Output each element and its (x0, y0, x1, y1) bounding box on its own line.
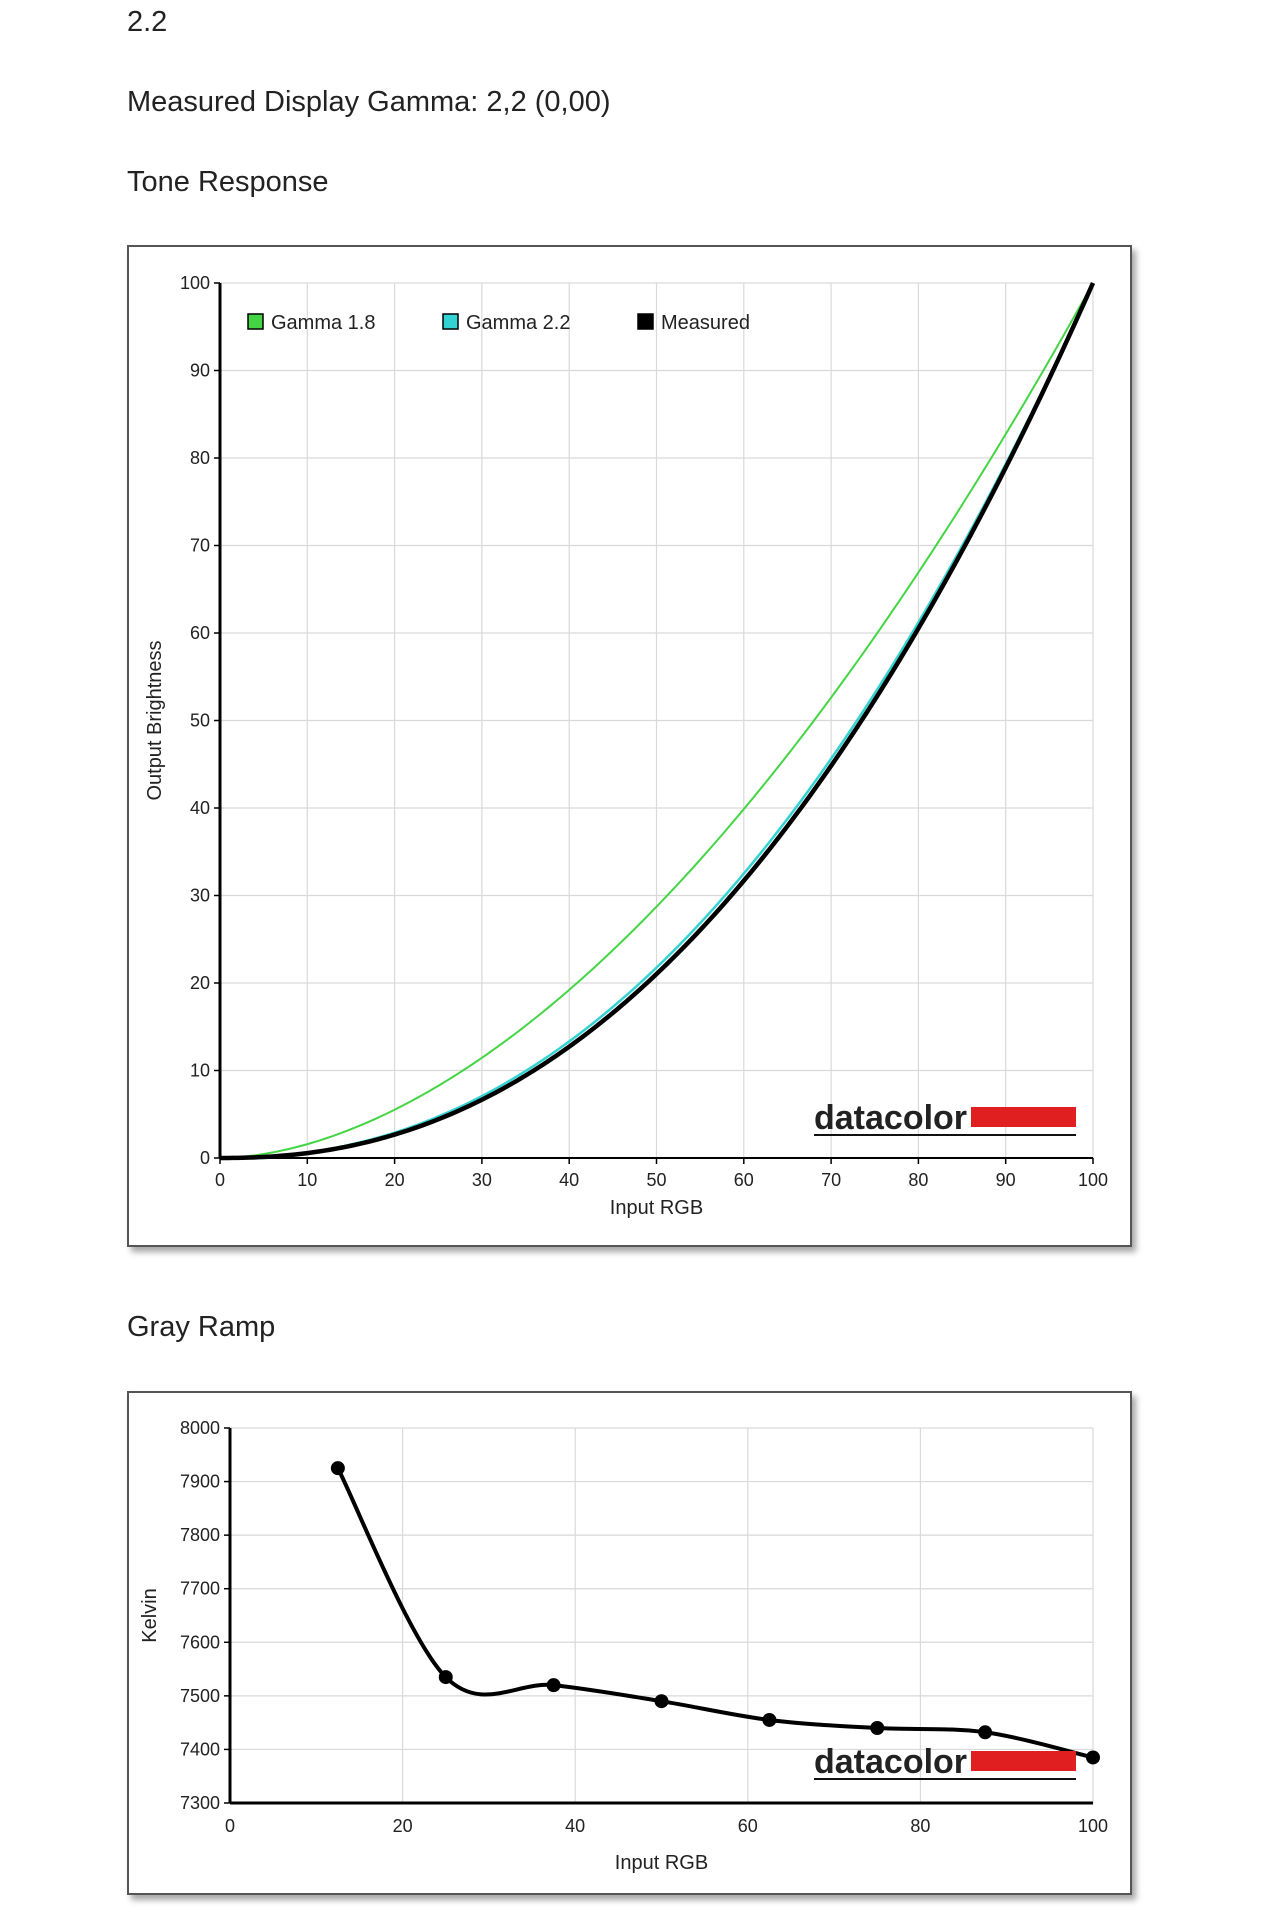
legend-label-gamma-2-2: Gamma 2.2 (466, 312, 570, 334)
gray-ramp-panel: 0 20 40 60 80 100 7300 7400 7500 7600 7700 7800 7900… (127, 1391, 1132, 1895)
tone-response-chart: 0 10 20 30 40 50 60 70 80 90 100 0 10 20 30 40 50 60 70 80 9… (144, 273, 1108, 1219)
tone-response-panel: 0 10 20 30 40 50 60 70 80 90 100 0 10 20 30 40 50 60 70 80 9… (127, 245, 1132, 1247)
x-tick-label: 50 (646, 1170, 666, 1190)
x-axis-label: Input RGB (615, 1852, 708, 1874)
datacolor-logo-bar (971, 1751, 1076, 1771)
y-tick-label: 60 (190, 623, 210, 643)
x-tick-label: 60 (738, 1816, 758, 1836)
kelvin-data-point (654, 1694, 669, 1709)
datacolor-logo-text: datacolor (814, 1099, 967, 1137)
y-tick-label: 70 (190, 536, 210, 556)
y-axis-label: Output Brightness (144, 640, 166, 800)
gamma-value: 2.2 (127, 6, 168, 38)
kelvin-data-point (978, 1725, 993, 1740)
x-axis-label: Input RGB (610, 1197, 703, 1219)
x-tick-label: 0 (215, 1170, 225, 1190)
legend-swatch-measured (637, 313, 654, 330)
y-tick-label: 50 (190, 711, 210, 731)
x-tick-label: 80 (908, 1170, 928, 1190)
y-tick-label: 7600 (180, 1632, 220, 1652)
x-tick-label: 60 (734, 1170, 754, 1190)
y-tick-label: 90 (190, 361, 210, 381)
y-tick-label: 7300 (180, 1793, 220, 1813)
measured-gamma-text: Measured Display Gamma: 2,2 (0,00) (127, 86, 611, 118)
kelvin-data-point (762, 1712, 777, 1727)
y-tick-label: 80 (190, 448, 210, 468)
y-tick-label: 8000 (180, 1418, 220, 1438)
kelvin-data-point (438, 1670, 453, 1685)
y-axis-label: Kelvin (139, 1588, 161, 1642)
legend-swatch-gamma-2-2 (442, 313, 459, 330)
kelvin-series-line (336, 1467, 1094, 1760)
y-tick-label: 0 (200, 1148, 210, 1168)
tone-response-heading: Tone Response (127, 166, 329, 198)
y-tick-label: 100 (180, 273, 210, 293)
x-tick-label: 20 (393, 1816, 413, 1836)
kelvin-data-point (870, 1721, 885, 1735)
x-tick-label: 30 (472, 1170, 492, 1190)
x-tick-label: 100 (1078, 1816, 1108, 1836)
series-line-gamma-1-8 (219, 282, 1094, 1159)
gray-ramp-heading: Gray Ramp (127, 1311, 276, 1343)
x-tick-label: 70 (821, 1170, 841, 1190)
y-tick-label: 7700 (180, 1579, 220, 1599)
legend-label-gamma-1-8: Gamma 1.8 (271, 312, 375, 334)
y-tick-label: 30 (190, 886, 210, 906)
x-tick-label: 0 (225, 1816, 235, 1836)
datacolor-logo-bar (971, 1107, 1076, 1127)
datacolor-logo-text: datacolor (814, 1743, 967, 1781)
legend-swatch-gamma-1-8 (247, 313, 264, 330)
x-tick-label: 90 (996, 1170, 1016, 1190)
legend-label-measured: Measured (661, 312, 750, 334)
y-tick-label: 10 (190, 1061, 210, 1081)
x-tick-label: 80 (910, 1816, 930, 1836)
y-tick-label: 7500 (180, 1686, 220, 1706)
kelvin-data-point (1086, 1750, 1100, 1765)
y-tick-label: 7800 (180, 1525, 220, 1545)
y-tick-label: 20 (190, 973, 210, 993)
series-line-measured (219, 282, 1096, 1161)
kelvin-data-point (546, 1678, 561, 1693)
kelvin-data-point (330, 1461, 345, 1476)
x-tick-label: 40 (565, 1816, 585, 1836)
y-tick-label: 7900 (180, 1472, 220, 1492)
gray-ramp-chart: 0 20 40 60 80 100 7300 7400 7500 7600 7700 7800 7900… (139, 1418, 1108, 1874)
x-tick-label: 40 (559, 1170, 579, 1190)
y-tick-label: 7400 (180, 1739, 220, 1759)
x-tick-label: 20 (385, 1170, 405, 1190)
y-tick-label: 40 (190, 798, 210, 818)
x-tick-label: 100 (1078, 1170, 1108, 1190)
x-tick-label: 10 (297, 1170, 317, 1190)
